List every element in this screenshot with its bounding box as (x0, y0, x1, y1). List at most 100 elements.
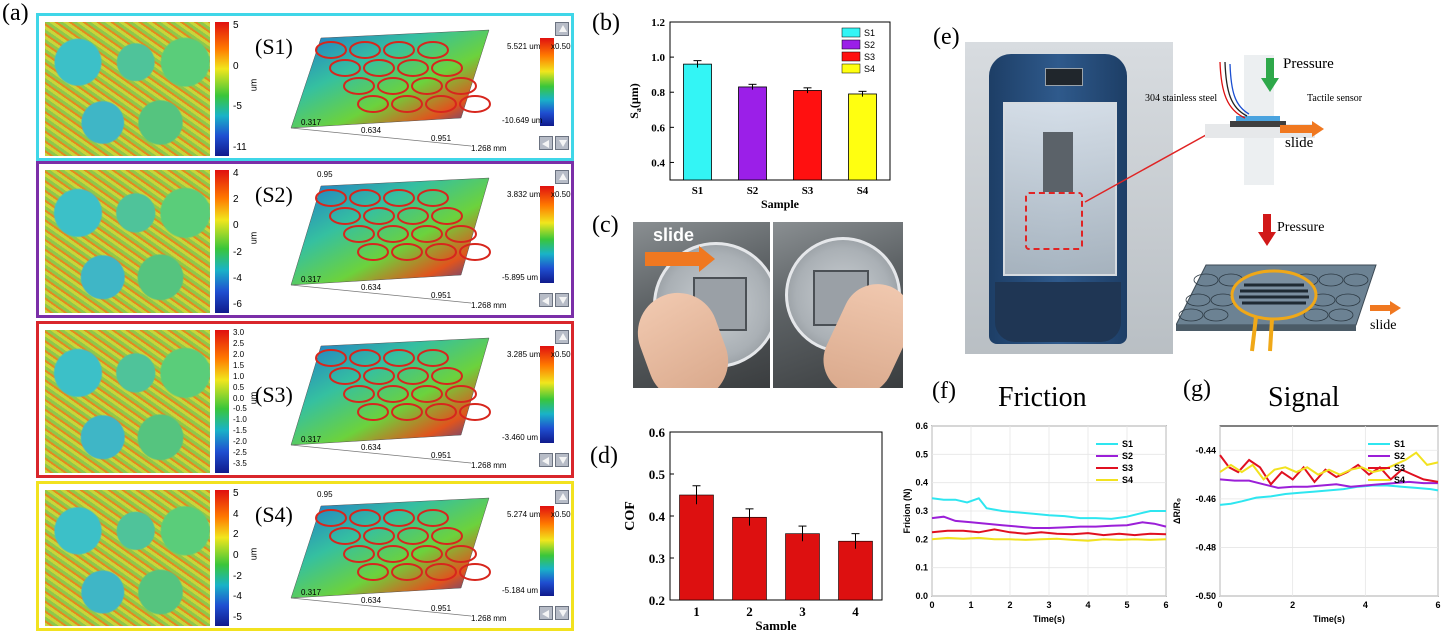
x-tick-label: 4 (1363, 600, 1368, 610)
height-map-s3 (45, 330, 210, 473)
x-tick-label: 0 (1217, 600, 1222, 610)
y-tick-label: 1.0 (651, 52, 665, 64)
slide-label-c: slide (653, 225, 695, 245)
chart-f-title: Friction (998, 382, 1087, 413)
rotate-left-icon[interactable] (539, 293, 553, 307)
y-tick-label: 0.2 (649, 593, 665, 608)
surface-max-value: 3.285 um (507, 350, 541, 359)
surface-3d-s2 (290, 177, 491, 304)
rotate-up-icon[interactable] (555, 490, 569, 504)
y-tick-label: 0.3 (915, 506, 928, 516)
rotate-up-icon[interactable] (555, 330, 569, 344)
panel-f-label: (f) (932, 378, 956, 404)
surface-axis-tick: 1.268 mm (471, 144, 507, 153)
x-tick-label: S4 (857, 185, 869, 197)
rotate-left-icon[interactable] (539, 453, 553, 467)
y-tick-label: 0.5 (649, 467, 666, 482)
colorbar-tick: 5 (233, 488, 239, 499)
x-tick-label: 4 (852, 604, 859, 619)
legend-label: S1 (1394, 439, 1405, 449)
y-tick-label: -0.48 (1195, 542, 1216, 552)
rotate-up-icon[interactable] (555, 22, 569, 36)
bar-4 (838, 540, 873, 601)
height-map-s1 (45, 22, 210, 156)
colorbar-tick: 4 (233, 508, 239, 520)
chart-b: 0.4 0.6 0.8 1.0 1.2 S1 S2 S3 S4 Sample Sa(μm) S1 S2 S… (627, 17, 891, 211)
legend-label: S4 (864, 64, 875, 74)
legend-label: S2 (1394, 451, 1405, 461)
pressure-label-top: Pressure (1283, 56, 1334, 72)
y-tick-label: 0.1 (915, 563, 928, 573)
surface-axis-tick: 0.317 (301, 275, 322, 284)
colorbar-tick: 0.0 (233, 393, 245, 403)
zoom-value: x0.50 (551, 42, 571, 51)
chart-g: 0 2 4 6 -0.50 -0.48 -0.46 -0.44 S1 S2 S3 S4 Time(s) Δ… (1172, 425, 1441, 624)
colorbar-tick: 1.5 (233, 360, 245, 370)
steel-label: 304 stainless steel (1145, 93, 1218, 104)
bar-s2 (738, 86, 767, 181)
rotate-down-icon[interactable] (555, 453, 569, 467)
surface-max-value: 5.521 um (507, 42, 541, 51)
y-tick-label: 0.6 (649, 425, 666, 440)
x-tick-label: 1 (693, 604, 700, 619)
sample-highlight (1025, 192, 1083, 250)
x-tick-label: S3 (802, 185, 814, 197)
rotate-up-icon[interactable] (555, 170, 569, 184)
colorbar-tick: -3.5 (233, 459, 247, 468)
pressure-arrow-top (1266, 58, 1274, 80)
colorbar-tick: -5 (233, 101, 242, 113)
legend-label: S3 (864, 52, 875, 62)
tribometer-base (995, 282, 1121, 342)
surface-axis-tick: 0.317 (301, 118, 322, 127)
panel-a-label: (a) (2, 0, 29, 26)
rotate-down-icon[interactable] (555, 606, 569, 620)
colorbar-tick: 0 (233, 220, 239, 232)
legend-label: S4 (1122, 475, 1133, 485)
panel-g-label: (g) (1183, 376, 1211, 402)
surface-axis-tick: 0.634 (361, 283, 382, 292)
y-tick-label: 0.6 (915, 421, 928, 431)
surface-min-value: -10.649 um (502, 116, 543, 125)
y-tick-label: 0.3 (649, 551, 666, 566)
surface-3d-s3 (290, 337, 491, 464)
tribometer-display (1045, 68, 1083, 86)
series-line-s4 (931, 536, 1167, 542)
legend-label: S4 (1394, 475, 1405, 485)
photo-c-right (773, 222, 903, 388)
tribometer-photo (965, 42, 1173, 354)
colorbar-s2 (215, 170, 229, 313)
surface-colorbar (540, 186, 554, 283)
colorbar-tick: 2 (233, 194, 239, 206)
x-tick-label: 2 (1290, 600, 1295, 610)
slide-arrowhead-bottom (1390, 301, 1401, 315)
rotate-left-icon[interactable] (539, 606, 553, 620)
y-tick-label: 0.6 (651, 122, 665, 134)
colorbar-s4 (215, 490, 229, 626)
surface-corner-tick: 0.95 (317, 170, 333, 179)
surface-min-value: -3.460 um (502, 433, 539, 442)
y-tick-label: 0.0 (915, 591, 928, 601)
y-axis-label: ΔR/R₀ (1172, 498, 1182, 524)
colorbar-tick: 3.0 (233, 328, 245, 337)
surface-max-value: 3.832 um (507, 190, 541, 199)
rotate-down-icon[interactable] (555, 293, 569, 307)
surface-axis-tick: 0.951 (431, 604, 452, 613)
y-tick-label: 0.5 (915, 449, 928, 459)
slide-arrow-bottom (1370, 305, 1392, 311)
panel-d-label: (d) (590, 443, 618, 469)
sample-label-s3: (S3) (255, 382, 293, 407)
surface-axis-tick: 0.951 (431, 134, 452, 143)
colorbar-tick: -2.5 (233, 448, 247, 458)
sample-box-s2: 4 2 0 -2 -4 -6 um (S2) 0.317 0.634 0.951 1.268 mm 0.… (36, 161, 574, 318)
series-line-s3 (1219, 454, 1439, 486)
surface-colorbar (540, 38, 554, 126)
legend-label: S1 (1122, 439, 1133, 449)
y-tick-label: 0.8 (651, 87, 665, 99)
chart-d: 0.2 0.3 0.4 0.5 0.6 1 2 3 4 Sample COF (623, 425, 883, 630)
pressure-arrowhead-top (1261, 78, 1279, 92)
legend-swatch (841, 27, 861, 38)
x-axis-label: Sample (755, 618, 796, 630)
rotate-left-icon[interactable] (539, 136, 553, 150)
rotate-down-icon[interactable] (555, 136, 569, 150)
legend-label: S2 (864, 40, 875, 50)
